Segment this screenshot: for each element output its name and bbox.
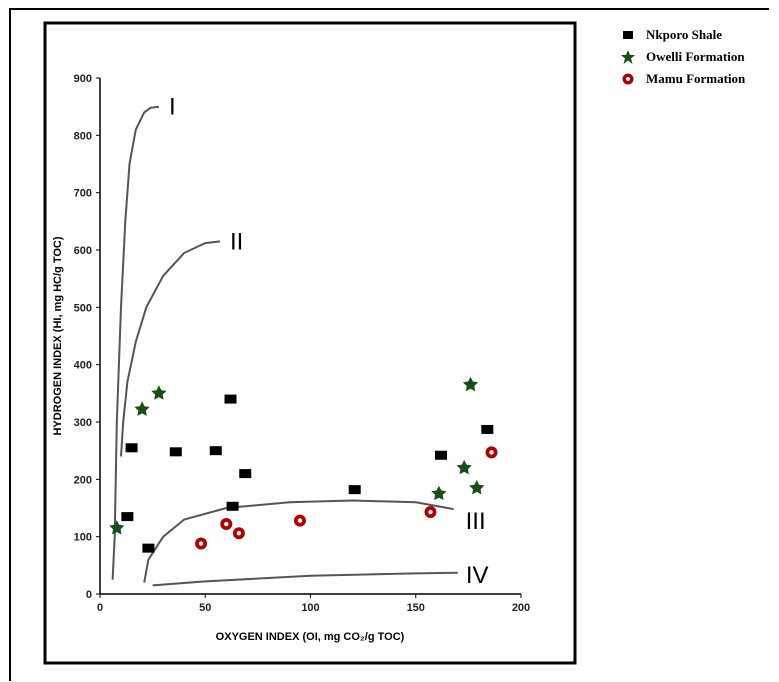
star-marker-icon	[621, 50, 635, 64]
data-point-mamu	[220, 518, 233, 531]
kerogen-curve-ii	[120, 240, 221, 457]
data-point-mamu	[424, 506, 437, 519]
data-point-mamu	[485, 446, 498, 459]
y-tick-label: 0	[86, 589, 92, 601]
ring-marker-icon	[622, 73, 634, 85]
x-axis-title: OXYGEN INDEX (OI, mg CO₂/g TOC)	[216, 631, 405, 643]
data-point-owelli	[431, 485, 447, 501]
data-point-nkporo	[481, 424, 494, 434]
data-point-owelli	[462, 376, 479, 392]
kerogen-curve-iv	[152, 571, 458, 587]
legend-item-owelli: Owelli Formation	[620, 46, 745, 68]
data-point-nkporo	[121, 512, 134, 522]
data-point-nkporo	[348, 485, 361, 495]
data-point-mamu	[195, 537, 208, 550]
y-tick-label: 300	[74, 417, 92, 429]
kerogen-curve-i	[111, 105, 160, 580]
data-point-nkporo	[169, 447, 182, 457]
data-point-mamu	[232, 527, 245, 540]
data-point-nkporo	[224, 394, 237, 404]
legend-label: Nkporo Shale	[646, 27, 722, 42]
legend: Nkporo Shale Owelli Formation Mamu Forma…	[620, 24, 745, 90]
x-tick-label: 100	[301, 602, 319, 614]
y-tick-label: 500	[74, 302, 92, 314]
x-tick-label: 200	[512, 602, 530, 614]
y-tick-label: 100	[74, 532, 92, 544]
data-point-owelli	[109, 520, 125, 535]
legend-item-nkporo: Nkporo Shale	[620, 24, 745, 46]
y-tick-label: 900	[74, 73, 92, 85]
curve-label: IV	[466, 562, 489, 589]
data-point-owelli	[151, 385, 167, 400]
data-point-owelli	[469, 479, 485, 495]
data-point-nkporo	[125, 443, 138, 453]
curve-label: II	[230, 228, 243, 255]
curve-label: III	[466, 508, 486, 535]
plot-box	[43, 21, 577, 665]
x-tick-label: 150	[407, 602, 425, 614]
x-tick-label: 50	[199, 602, 211, 614]
x-tick-label: 0	[97, 602, 103, 614]
data-point-nkporo	[239, 469, 252, 479]
legend-item-mamu: Mamu Formation	[620, 68, 745, 90]
data-point-owelli	[134, 401, 150, 416]
y-tick-label: 600	[74, 245, 92, 257]
legend-label: Mamu Formation	[646, 71, 746, 86]
data-point-nkporo	[209, 446, 222, 456]
y-tick-label: 700	[74, 188, 92, 200]
data-point-owelli	[456, 459, 472, 475]
data-point-nkporo	[226, 501, 239, 511]
data-point-nkporo	[435, 450, 448, 460]
data-point-mamu	[293, 514, 306, 527]
y-axis-title: HYDROGEN INDEX (HI, mg HC/g TOC)	[52, 236, 64, 435]
y-tick-label: 400	[74, 360, 92, 372]
y-tick-label: 800	[74, 130, 92, 142]
legend-label: Owelli Formation	[646, 49, 745, 64]
curve-label: I	[169, 94, 176, 121]
square-marker-icon	[623, 31, 633, 39]
data-point-nkporo	[142, 543, 155, 553]
figure-frame	[9, 8, 769, 681]
y-tick-label: 200	[74, 474, 92, 486]
kerogen-curve-iii	[143, 499, 454, 583]
